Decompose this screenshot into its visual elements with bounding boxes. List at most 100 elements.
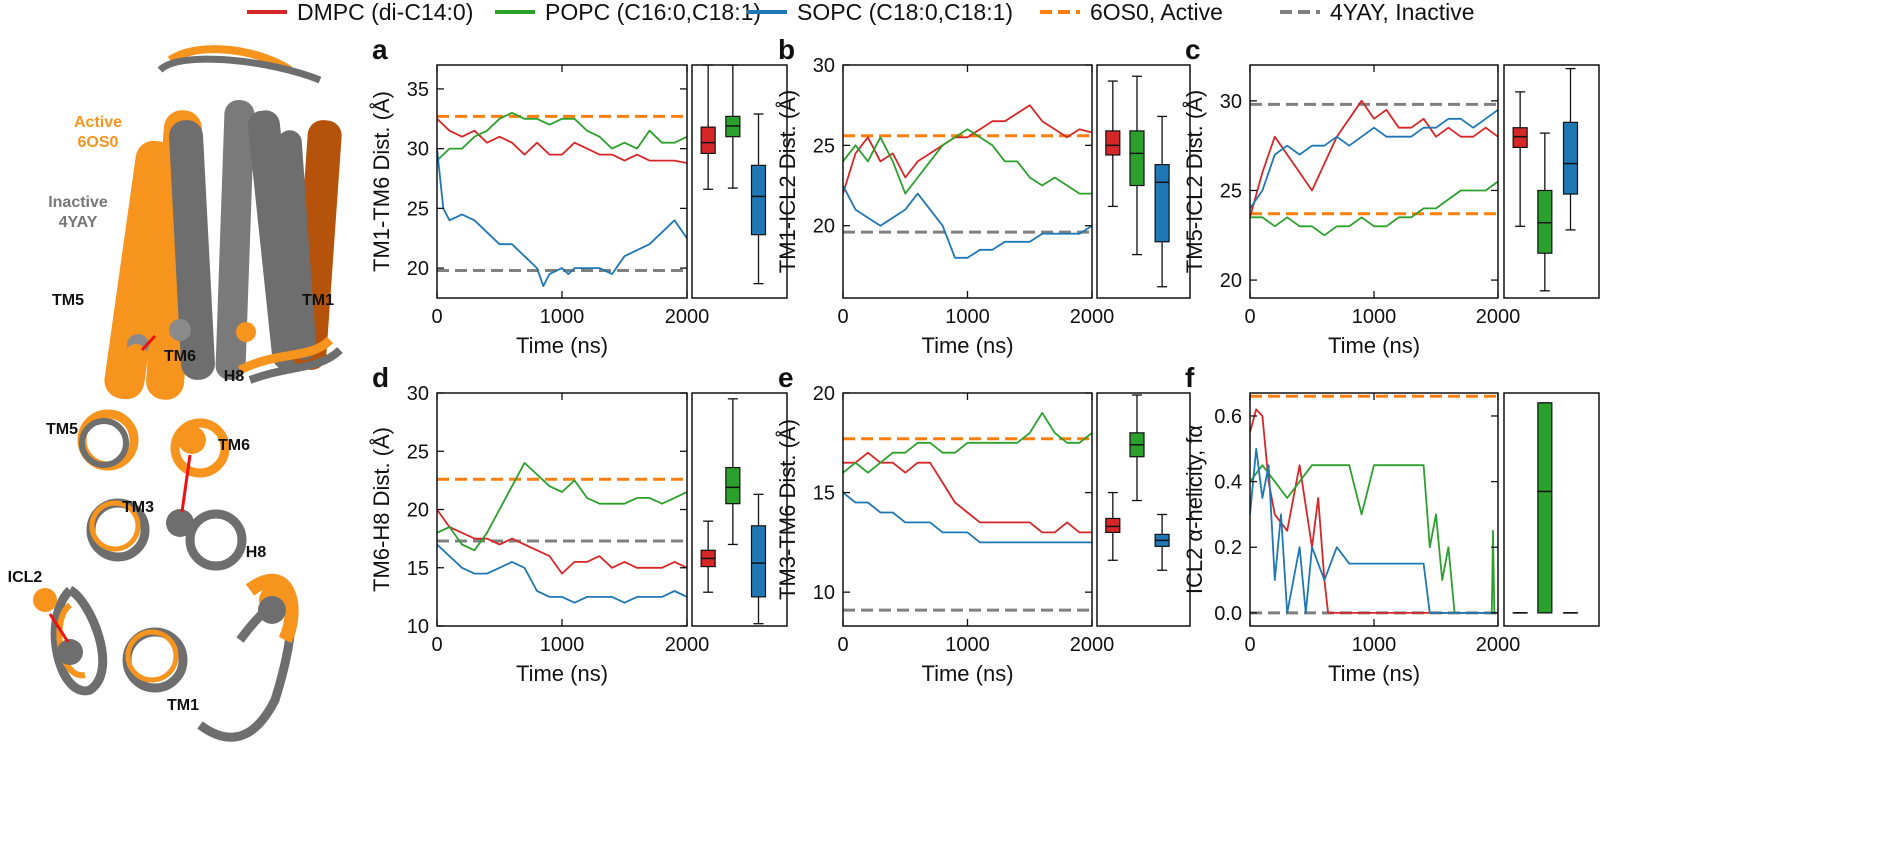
x-tick-label: 1000 [945,306,990,328]
boxplot-sopc [1154,513,1170,571]
box-body [1562,121,1579,195]
series-line-popc [1250,180,1498,237]
series-line-popc [843,128,1092,195]
atom-sphere [258,596,286,624]
y-axis-label: TM5-ICL2 Dist. (Å) [1182,90,1207,273]
y-tick-label: 30 [407,139,429,161]
helix-ribbon [125,629,179,683]
atom-sphere [166,509,194,537]
y-tick-label: 15 [407,558,429,580]
helix-ribbon [50,585,108,696]
panel-c: 0 1000 2000 20 25 30 Time (ns) TM5-ICL2 Dist. (… [1182,34,1600,358]
box-frame [691,64,788,299]
structure-side-view: Active 6OS0 Inactive 4YAY TM5 TM1 TM6 H8 [48,45,343,400]
displacement-arrow [140,334,157,352]
plot-frame [842,64,1093,299]
active-label: Active [74,114,122,131]
helix-ribbon [248,347,343,384]
panel-letter: f [1185,362,1195,393]
helix-ribbon [169,120,215,380]
box-body [1154,164,1170,243]
x-axis-label: Time (ns) [1328,333,1420,358]
x-tick-label: 2000 [665,634,710,656]
x-tick-label: 0 [1244,306,1255,328]
panel-letter: e [778,362,794,393]
panel-f: 0 1000 2000 0.0 0.2 0.4 0.6 Time (ns) ICL2 α-hel… [1182,362,1600,686]
series-line-popc [437,111,687,162]
series-line-sopc [843,185,1092,259]
tm1-label-bottom: TM1 [167,697,199,714]
box-body [1129,130,1145,187]
panel-a: 0 1000 2000 20 25 30 35 Time (ns) TM1-TM6 Dist. … [369,34,788,358]
tm3-label-bottom: TM3 [122,499,154,516]
x-tick-label: 1000 [945,634,990,656]
box-body [1512,127,1528,149]
x-tick-label: 1000 [1352,306,1397,328]
displacement-arrow [48,613,70,643]
inactive-id: 4YAY [59,214,98,231]
structure-top-view: TM5 TM6 TM3 ICL2 H8 TM1 [8,409,299,742]
boxplot-dmpc [1512,91,1528,227]
inactive-label: Inactive [48,194,108,211]
x-tick-label: 2000 [665,306,710,328]
y-tick-label: 0.2 [1214,537,1242,559]
legend: DMPC (di-C14:0) POPC (C16:0,C18:1) SOPC (C… [247,0,1474,25]
boxplot-sopc [750,113,767,285]
y-tick-label: 25 [407,198,429,220]
x-tick-label: 0 [837,634,848,656]
boxplot-sopc [750,493,767,625]
helix-ribbon [167,45,293,74]
panel-letter: d [372,362,389,393]
helix-ribbon [79,418,129,468]
boxplot-dmpc [1105,491,1121,561]
y-axis-label: TM1-TM6 Dist. (Å) [369,91,394,272]
series-line-dmpc [437,508,687,575]
x-axis-label: Time (ns) [516,333,608,358]
tm5-label-bottom: TM5 [46,421,78,438]
legend-label-popc: POPC (C16:0,C18:1) [545,0,761,25]
legend-label-active: 6OS0, Active [1090,0,1223,25]
atom-sphere [169,319,191,341]
h8-label-bottom: H8 [246,544,267,561]
boxplot-popc [1129,75,1145,256]
boxplot-popc [725,398,741,546]
y-tick-label: 20 [813,216,835,238]
series-line-popc [843,411,1092,474]
series-line-sopc [437,148,687,288]
series-line-dmpc [843,451,1092,534]
displacement-arrow [180,454,192,513]
y-tick-label: 0.0 [1214,603,1242,625]
y-axis-label: TM1-ICL2 Dist. (Å) [775,90,800,273]
x-tick-label: 2000 [1476,306,1521,328]
boxplot-sopc [1562,67,1579,231]
atom-sphere [178,426,206,454]
series-line-sopc [843,491,1092,544]
helix-ribbon [89,500,141,552]
helix-ribbon [104,140,176,400]
h8-label: H8 [224,368,245,385]
icl2-label-bottom: ICL2 [8,569,43,586]
box-frame [1503,392,1600,627]
helix-ribbon [215,100,255,380]
x-axis-label: Time (ns) [516,661,608,686]
series-line-popc [437,461,687,552]
boxplot-dmpc [700,520,716,593]
panel-letter: a [372,34,388,65]
legend-label-sopc: SOPC (C18:0,C18:1) [797,0,1013,25]
x-tick-label: 0 [431,634,442,656]
x-tick-label: 2000 [1070,634,1115,656]
tm6-label-bottom: TM6 [218,437,250,454]
x-tick-label: 1000 [1352,634,1397,656]
tm6-label: TM6 [164,348,196,365]
boxplot-popc [1129,394,1145,502]
y-tick-label: 30 [407,383,429,405]
series-line-sopc [1250,447,1498,614]
series-line-sopc [437,543,687,604]
y-tick-label: 20 [813,383,835,405]
helix-ribbon [170,418,230,478]
panel-letter: b [778,34,795,65]
box-frame [1096,392,1191,627]
y-tick-label: 15 [813,483,835,505]
series-line-dmpc [1250,99,1498,218]
